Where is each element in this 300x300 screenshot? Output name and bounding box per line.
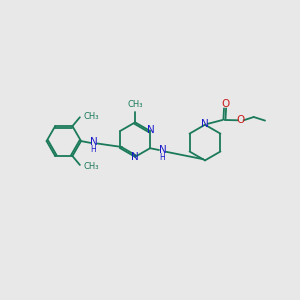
Text: N: N [131, 152, 139, 162]
Text: H: H [160, 153, 165, 162]
Text: N: N [90, 137, 98, 147]
Text: O: O [237, 115, 245, 125]
Text: CH₃: CH₃ [128, 100, 143, 109]
Text: N: N [201, 118, 209, 128]
Text: N: N [147, 125, 155, 135]
Text: CH₃: CH₃ [84, 112, 99, 121]
Text: N: N [159, 145, 167, 155]
Text: CH₃: CH₃ [84, 162, 99, 171]
Text: H: H [91, 145, 96, 154]
Text: O: O [221, 99, 229, 109]
